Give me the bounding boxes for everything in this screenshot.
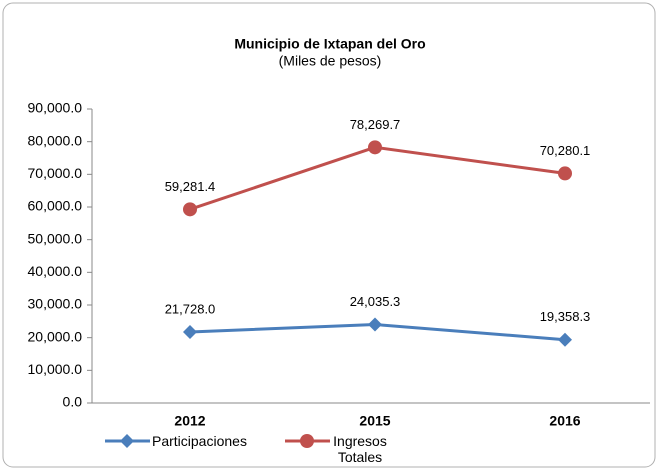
point <box>558 332 572 347</box>
data-label: 21,728.0 <box>165 301 216 316</box>
data-label: 78,269.7 <box>350 117 401 132</box>
point <box>183 202 197 217</box>
data-label: 70,280.1 <box>540 143 591 158</box>
x-tick-label: 2016 <box>549 413 580 429</box>
legend-label: Participaciones <box>152 433 247 449</box>
point <box>558 166 572 181</box>
point <box>368 140 382 155</box>
y-tick-label: 80,000.0 <box>28 132 83 148</box>
y-tick-label: 0.0 <box>63 394 83 410</box>
point <box>300 434 314 448</box>
y-tick-label: 40,000.0 <box>28 263 83 279</box>
data-label: 24,035.3 <box>350 294 401 309</box>
point <box>368 317 382 332</box>
data-label: 19,358.3 <box>540 309 591 324</box>
point <box>120 434 134 448</box>
data-label: 59,281.4 <box>165 179 216 194</box>
y-tick-label: 60,000.0 <box>28 198 83 214</box>
x-tick-label: 2012 <box>174 413 205 429</box>
x-tick-label: 2015 <box>359 413 390 429</box>
chart-title: Municipio de Ixtapan del Oro <box>234 36 425 52</box>
y-tick-label: 20,000.0 <box>28 328 83 344</box>
y-tick-label: 70,000.0 <box>28 165 83 181</box>
y-tick-label: 30,000.0 <box>28 296 83 312</box>
point <box>183 325 197 340</box>
chart-subtitle: (Miles de pesos) <box>279 53 382 69</box>
legend-label: Ingresos Totales <box>333 433 387 465</box>
y-tick-label: 90,000.0 <box>28 100 83 116</box>
y-tick-label: 10,000.0 <box>28 361 83 377</box>
y-tick-label: 50,000.0 <box>28 230 83 246</box>
